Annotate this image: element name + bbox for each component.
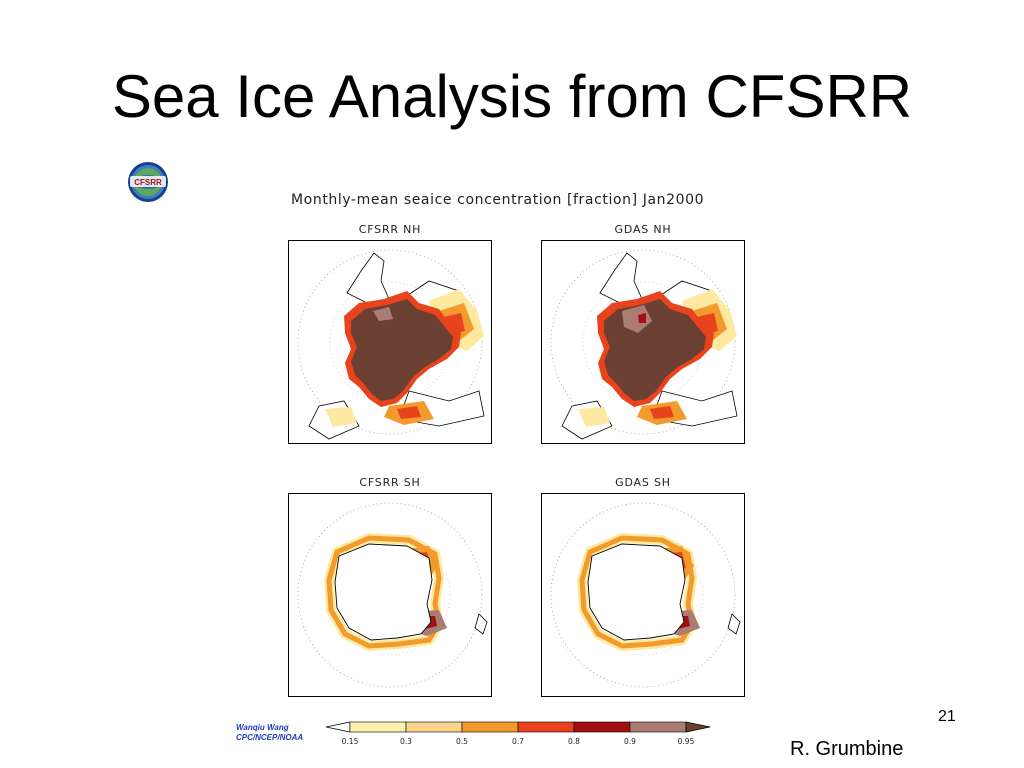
colorbar-segment: [573, 721, 631, 733]
colorbar-tick-label: 0.95: [678, 737, 695, 746]
colorbar-tick-label: 0.5: [456, 737, 468, 746]
colorbar-segment: [349, 721, 407, 733]
figure-title: Monthly-mean seaice concentration [fract…: [291, 192, 705, 208]
map-gdas-sh: [541, 493, 745, 697]
colorbar-tick-label: 0.9: [624, 737, 636, 746]
colorbar-tick-label: 0.8: [568, 737, 580, 746]
colorbar-tick-label: 0.15: [342, 737, 359, 746]
panel-label-gdas-sh: GDAS SH: [615, 476, 671, 489]
panel-label-cfsrr-sh: CFSRR SH: [359, 476, 421, 489]
colorbar: 0.15 0.3 0.5 0.7 0.8 0.9 0.95: [324, 720, 714, 752]
logo-text: CFSRR: [134, 178, 162, 187]
figure-credit: Wanqiu Wang CPC/NCEP/NOAA: [236, 723, 303, 743]
page-number: 21: [938, 708, 956, 725]
colorbar-segment: [629, 721, 687, 733]
map-cfsrr-sh: [288, 493, 492, 697]
map-gdas-nh: [541, 240, 745, 444]
colorbar-segment: [405, 721, 463, 733]
cfsrr-logo: CFSRR: [126, 161, 170, 203]
panel-label-gdas-nh: GDAS NH: [614, 223, 672, 236]
map-cfsrr-nh: [288, 240, 492, 444]
credit-author: Wanqiu Wang: [236, 723, 289, 732]
colorbar-low-arrow: [325, 721, 351, 733]
colorbar-high-arrow: [685, 721, 711, 733]
colorbar-segment: [461, 721, 519, 733]
colorbar-segment: [517, 721, 575, 733]
slide-author: R. Grumbine: [790, 738, 904, 760]
credit-affiliation: CPC/NCEP/NOAA: [236, 733, 304, 742]
slide-title: Sea Ice Analysis from CFSRR: [111, 63, 913, 130]
colorbar-tick-label: 0.7: [512, 737, 524, 746]
colorbar-tick-label: 0.3: [400, 737, 412, 746]
panel-label-cfsrr-nh: CFSRR NH: [358, 223, 422, 236]
